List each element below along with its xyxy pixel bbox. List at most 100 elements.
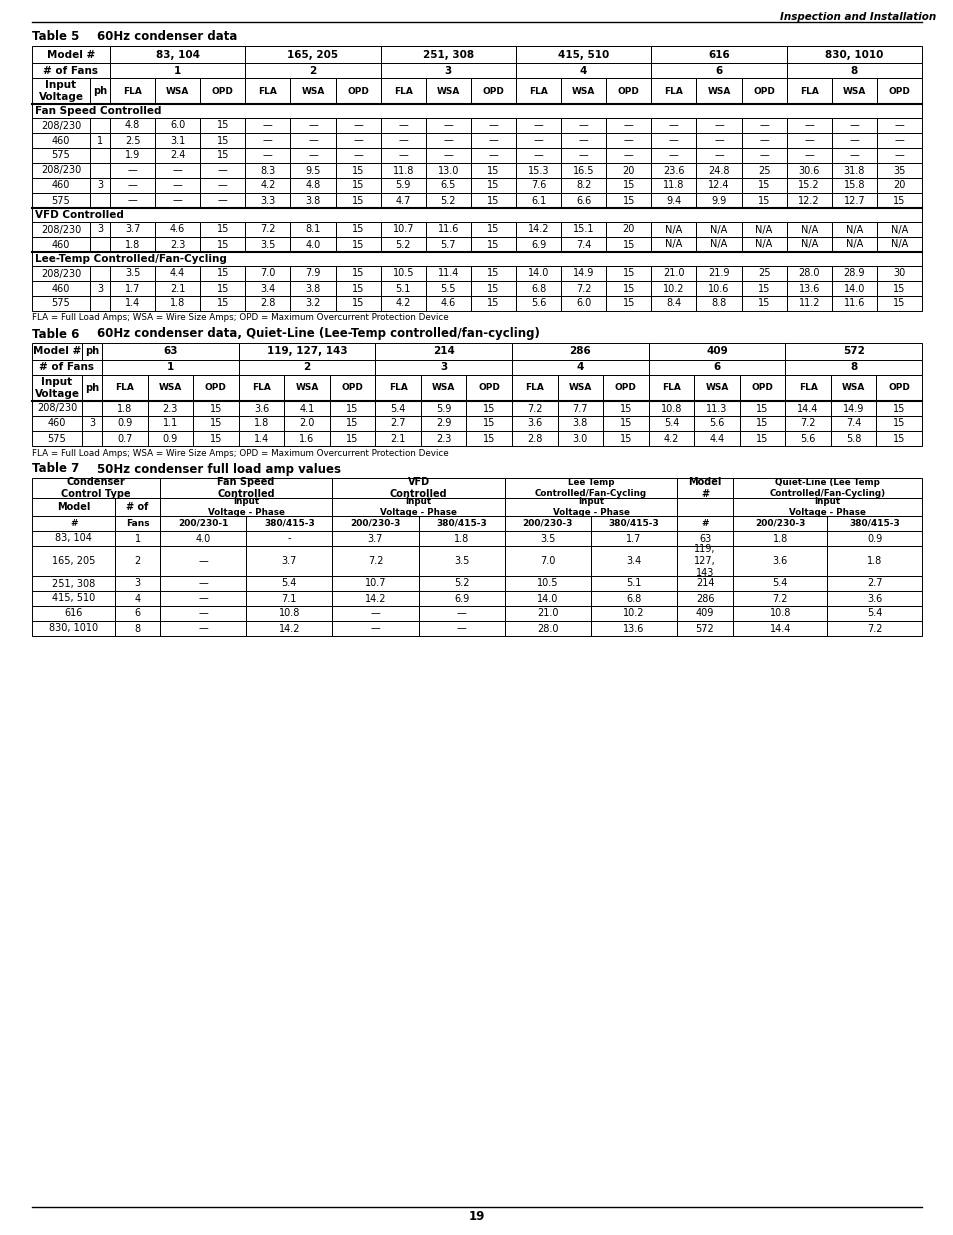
Text: 2.5: 2.5 [125, 136, 140, 146]
Bar [380, 222, 425, 237]
Bar [148, 401, 193, 416]
Text: 15: 15 [352, 284, 364, 294]
Text: 4.6: 4.6 [170, 225, 185, 235]
Bar [418, 576, 504, 592]
Text: 15: 15 [892, 433, 904, 443]
Bar [831, 237, 876, 252]
Text: 28.9: 28.9 [842, 268, 864, 279]
Text: 1.8: 1.8 [772, 534, 787, 543]
Bar [420, 401, 466, 416]
Bar [110, 78, 155, 104]
Text: OPD: OPD [751, 384, 773, 393]
Text: 616: 616 [707, 49, 729, 59]
Bar [32, 431, 82, 446]
Bar [651, 148, 696, 163]
Bar [786, 63, 921, 78]
Bar [32, 296, 90, 311]
Text: 15: 15 [619, 419, 632, 429]
Text: —: — [353, 136, 362, 146]
Bar [876, 222, 921, 237]
Text: 460: 460 [51, 136, 71, 146]
Bar [284, 431, 330, 446]
Bar [110, 296, 155, 311]
Text: 6: 6 [715, 65, 721, 75]
Text: 14.4: 14.4 [769, 624, 790, 634]
Text: —: — [398, 136, 408, 146]
Bar [110, 163, 155, 178]
Bar [696, 222, 740, 237]
Bar [418, 606, 504, 621]
Text: OPD: OPD [347, 86, 369, 95]
Bar [876, 193, 921, 207]
Bar [831, 282, 876, 296]
Text: 3.7: 3.7 [125, 225, 140, 235]
Bar [591, 516, 677, 531]
Bar [200, 296, 245, 311]
Text: N/A: N/A [710, 240, 727, 249]
Bar [740, 193, 786, 207]
Bar [876, 416, 921, 431]
Bar [110, 237, 155, 252]
Bar [335, 296, 380, 311]
Text: —: — [848, 151, 859, 161]
Bar [786, 78, 831, 104]
Text: 15: 15 [619, 404, 632, 414]
Text: #: # [70, 519, 77, 529]
Bar [560, 193, 605, 207]
Bar [90, 193, 110, 207]
Text: FLA: FLA [394, 86, 413, 95]
Text: —: — [128, 165, 137, 175]
Bar [605, 178, 651, 193]
Text: —: — [198, 609, 208, 619]
Text: 15: 15 [352, 165, 364, 175]
Bar [504, 531, 591, 546]
Bar [876, 401, 921, 416]
Text: Model #: Model # [47, 49, 95, 59]
Text: —: — [172, 180, 182, 190]
Bar [238, 343, 375, 359]
Bar [418, 592, 504, 606]
Text: 165, 205: 165, 205 [287, 49, 338, 59]
Text: 8.2: 8.2 [576, 180, 591, 190]
Text: 5.9: 5.9 [395, 180, 411, 190]
Bar [591, 546, 677, 576]
Bar [605, 237, 651, 252]
Text: 3.8: 3.8 [305, 195, 320, 205]
Text: N/A: N/A [844, 225, 862, 235]
Bar [375, 359, 512, 375]
Text: 15: 15 [487, 180, 499, 190]
Bar [560, 266, 605, 282]
Text: 3: 3 [439, 363, 447, 373]
Bar [876, 119, 921, 133]
Text: 10.7: 10.7 [364, 578, 386, 589]
Text: 8.8: 8.8 [711, 299, 726, 309]
Text: 5.7: 5.7 [440, 240, 456, 249]
Bar [677, 592, 732, 606]
Bar [32, 576, 115, 592]
Bar [648, 343, 784, 359]
Text: OPD: OPD [482, 86, 504, 95]
Text: 200/230-3: 200/230-3 [754, 519, 804, 529]
Bar [696, 119, 740, 133]
Bar [380, 178, 425, 193]
Text: 286: 286 [695, 594, 714, 604]
Text: 3.7: 3.7 [281, 556, 296, 566]
Bar [245, 266, 290, 282]
Bar [32, 592, 115, 606]
Bar [32, 148, 90, 163]
Bar [425, 222, 471, 237]
Text: 25: 25 [757, 165, 770, 175]
Text: 2.3: 2.3 [436, 433, 451, 443]
Text: Input
Voltage: Input Voltage [38, 80, 84, 101]
Text: 7.6: 7.6 [530, 180, 546, 190]
Bar [245, 63, 380, 78]
Bar [605, 222, 651, 237]
Bar [32, 46, 110, 63]
Text: 5.6: 5.6 [800, 433, 815, 443]
Text: 208/230: 208/230 [41, 225, 81, 235]
Bar [32, 375, 82, 401]
Bar [110, 46, 245, 63]
Text: Fan Speed
Controlled: Fan Speed Controlled [217, 477, 274, 499]
Bar [32, 516, 115, 531]
Text: OPD: OPD [212, 86, 233, 95]
